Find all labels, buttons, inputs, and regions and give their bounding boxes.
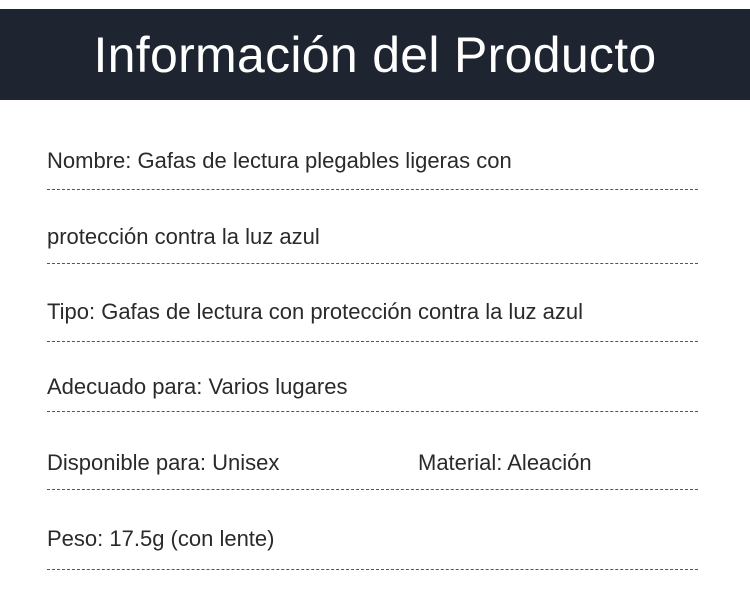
divider (47, 411, 698, 412)
divider (47, 189, 698, 190)
spec-type: Tipo: Gafas de lectura con protección co… (47, 299, 584, 324)
header-banner: Información del Producto (0, 9, 750, 100)
spec-suitable-for: Adecuado para: Varios lugares (47, 374, 348, 399)
spec-material: Material: Aleación (418, 450, 592, 475)
spec-weight: Peso: 17.5g (con lente) (47, 526, 275, 551)
spec-name: Nombre: Gafas de lectura plegables liger… (47, 148, 512, 173)
divider (47, 569, 698, 570)
divider (47, 341, 698, 342)
spec-available-for: Disponible para: Unisex (47, 450, 280, 475)
page-title: Información del Producto (93, 26, 657, 83)
divider (47, 263, 698, 264)
spec-name-continued: protección contra la luz azul (47, 224, 320, 249)
spec-row-gender-material: Disponible para: Unisex Material: Aleaci… (47, 450, 698, 476)
divider (47, 489, 698, 490)
